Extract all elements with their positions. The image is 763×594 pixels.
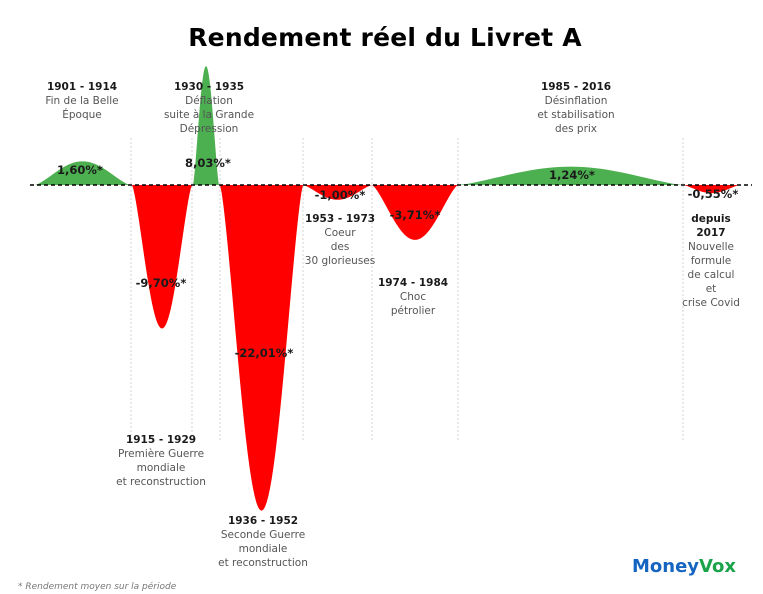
logo-vox: Vox (699, 556, 736, 577)
period-description: et (706, 283, 717, 295)
period-label: 1953 - 1973 Coeur des 30 glorieuses (305, 213, 375, 267)
period-description: crise Covid (682, 297, 740, 309)
period-description: 30 glorieuses (305, 255, 375, 267)
svg-text:MoneyVox: MoneyVox (632, 556, 736, 577)
period-description: formule (691, 255, 732, 267)
area-1974-1984 (372, 185, 458, 240)
value-label: 1,60%* (57, 163, 103, 177)
area-1901-1914 (35, 161, 130, 185)
value-label: -1,00%* (315, 188, 366, 202)
period-description: des (331, 241, 350, 253)
period-range: 1985 - 2016 (541, 81, 611, 93)
logo-money: Money (632, 556, 699, 577)
period-range: 2017 (696, 227, 725, 239)
period-range: 1936 - 1952 (228, 515, 298, 527)
area-1915-1929 (132, 185, 192, 329)
value-label: 8,03%* (185, 156, 231, 170)
period-label: 1936 - 1952 Seconde Guerre mondiale et reco… (218, 515, 308, 569)
period-label: 1974 - 1984 Choc pétrolier (378, 277, 448, 317)
period-label: depuis 2017 Nouvelle formule de calcul et cris… (682, 213, 740, 309)
period-description: des prix (555, 123, 597, 135)
period-label: 1915 - 1929 Première Guerre mondiale et rec… (116, 434, 206, 488)
period-description: Choc (400, 291, 426, 303)
period-description: Seconde Guerre (221, 529, 305, 541)
value-label: -22,01%* (235, 346, 294, 360)
period-range: 1915 - 1929 (126, 434, 196, 446)
period-description: Déflation (185, 95, 233, 107)
period-description: Époque (62, 108, 102, 121)
area-depuis2017 (683, 185, 740, 194)
footnote: * Rendement moyen sur la période (18, 581, 177, 592)
period-description: mondiale (137, 462, 186, 474)
period-description: Coeur (324, 227, 356, 239)
area-1936-1952 (220, 185, 303, 511)
period-description: et stabilisation (537, 109, 614, 121)
value-label: -3,71%* (390, 208, 441, 222)
period-range: 1953 - 1973 (305, 213, 375, 225)
period-description: Nouvelle (688, 241, 734, 253)
area-1953-1973 (303, 185, 372, 200)
value-labels: 1,60%* -9,70%* 8,03%* -22,01%* -1,00%* -3,71%… (57, 156, 738, 360)
period-range: 1930 - 1935 (174, 81, 244, 93)
period-description: et reconstruction (218, 557, 308, 569)
period-label: 1985 - 2016 Désinflation et stabilisation d… (537, 81, 614, 135)
value-label: -0,55%* (688, 187, 739, 201)
value-label: -9,70%* (136, 276, 187, 290)
period-range: depuis (691, 213, 730, 225)
area-1985-2016 (458, 166, 683, 185)
period-description: Désinflation (545, 95, 608, 107)
period-description: suite à la Grande (164, 109, 254, 121)
period-range: 1974 - 1984 (378, 277, 448, 289)
period-label: 1930 - 1935 Déflation suite à la Grande Dép… (164, 81, 254, 135)
period-description: de calcul (688, 269, 735, 281)
period-description: Première Guerre (118, 448, 204, 460)
period-description: pétrolier (391, 305, 436, 317)
period-description: mondiale (239, 543, 288, 555)
chart-areas (35, 66, 740, 511)
chart-title: Rendement réel du Livret A (188, 23, 582, 52)
moneyvox-logo: MoneyVox (632, 556, 736, 577)
period-range: 1901 - 1914 (47, 81, 117, 93)
period-description: Dépression (180, 123, 239, 135)
period-description: Fin de la Belle (45, 95, 118, 107)
value-label: 1,24%* (549, 168, 595, 182)
period-description: et reconstruction (116, 476, 206, 488)
area-1930-1935 (193, 66, 219, 185)
